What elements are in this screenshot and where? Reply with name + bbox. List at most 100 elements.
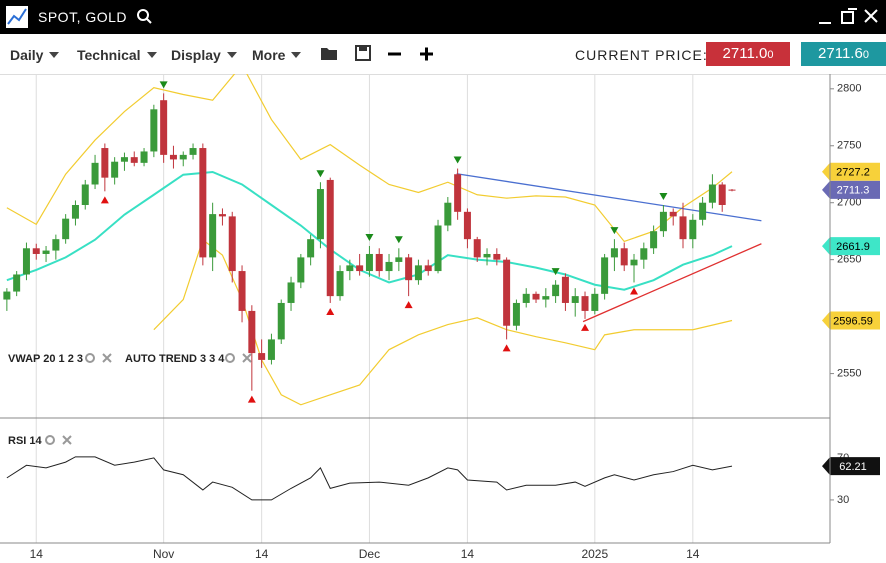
indicator-label[interactable]: VWAP 20 1 2 3: [8, 353, 83, 365]
value-box: [822, 237, 880, 256]
y-tick-label: 30: [837, 494, 849, 506]
candle-body: [218, 214, 226, 217]
settings-icon[interactable]: [225, 353, 235, 363]
candle-body: [140, 151, 148, 163]
y-tick-label: 2650: [837, 254, 861, 266]
candle-body: [561, 276, 569, 303]
menu[interactable]: Display: [171, 47, 237, 63]
candle-body: [22, 248, 30, 275]
x-tick-label: 14: [30, 547, 44, 561]
fractal-high: [394, 236, 403, 244]
fractal-high: [659, 192, 668, 200]
value-box-label: 2661.9: [836, 241, 870, 253]
menu[interactable]: Daily: [10, 47, 59, 63]
candle-body: [375, 253, 383, 272]
fractal-high: [159, 81, 168, 89]
bid-price[interactable]: 2711.00: [706, 42, 790, 66]
menu[interactable]: Technical: [77, 47, 157, 63]
candle-body: [454, 174, 462, 212]
value-box: [822, 311, 880, 330]
indicator-label[interactable]: RSI 14: [8, 435, 43, 447]
candle-body: [267, 339, 275, 360]
candle-body: [414, 265, 422, 281]
candle-body: [689, 219, 697, 240]
candle-body: [228, 216, 236, 272]
app-icon[interactable]: [6, 6, 28, 28]
candle-body: [512, 302, 520, 326]
fractal-low: [404, 301, 413, 309]
candle-body: [552, 284, 560, 297]
ask-price[interactable]: 2711.60: [801, 42, 886, 66]
candle-body: [718, 184, 726, 205]
settings-icon[interactable]: [85, 353, 95, 363]
y-tick-label: 2800: [837, 83, 861, 95]
candle-body: [601, 257, 609, 294]
fractal-high: [316, 170, 325, 178]
value-box: [822, 162, 880, 181]
value-box-label: 2727.2: [836, 167, 870, 179]
app-icon-line: [7, 8, 27, 25]
candle-body: [405, 257, 413, 281]
candle-body: [238, 271, 246, 311]
x-tick-label: Dec: [359, 547, 380, 561]
candle-body: [395, 257, 403, 262]
indicator-label[interactable]: AUTO TREND 3 3 4: [125, 353, 225, 365]
candle-body: [630, 259, 638, 266]
settings-icon[interactable]: [45, 435, 55, 445]
x-tick-label: 14: [255, 547, 269, 561]
candle-body: [640, 248, 648, 260]
search-handle: [146, 18, 152, 24]
candle-body: [424, 265, 432, 272]
candle-body: [493, 253, 501, 260]
remove-icon[interactable]: [62, 435, 72, 445]
candle-body: [346, 265, 354, 272]
rsi-line: [6, 456, 733, 501]
candle-body: [650, 231, 658, 249]
tool-icons: [321, 45, 433, 61]
fractal-high: [610, 227, 619, 235]
candle-body: [385, 261, 393, 272]
remove-icon[interactable]: [242, 353, 252, 363]
toolbar: Daily Technical Display More CURRENT PRI…: [0, 34, 886, 75]
open-icon[interactable]: [321, 48, 337, 60]
candle-body: [522, 293, 530, 303]
bid-pip: 0: [767, 49, 774, 61]
candle-body: [336, 271, 344, 297]
fractal-high: [453, 156, 462, 164]
value-box-label: 62.21: [839, 461, 867, 473]
indicator-line: [153, 238, 733, 406]
save-icon-top: [359, 46, 367, 51]
fractal-high: [551, 268, 560, 276]
trend-line: [582, 243, 762, 323]
fractal-low: [630, 287, 639, 295]
symbol[interactable]: SPOT, GOLD: [38, 9, 128, 25]
candle-body: [42, 250, 50, 254]
menu[interactable]: More: [252, 47, 301, 63]
candle-body: [473, 239, 481, 258]
indicator-line: [6, 170, 733, 291]
popout-icon[interactable]: [841, 11, 854, 24]
trend-line: [456, 173, 762, 222]
ask-main: 2711.6: [818, 45, 863, 62]
x-tick-label: 14: [461, 547, 475, 561]
fractal-high: [365, 234, 374, 241]
candle-body: [179, 154, 187, 160]
remove-icon[interactable]: [102, 353, 112, 363]
candle-body: [3, 291, 11, 300]
candle-body: [307, 239, 315, 258]
candle-body: [297, 257, 305, 283]
candle-body: [503, 259, 511, 326]
value-box-label: 2596.59: [833, 315, 873, 327]
candle-body: [32, 248, 40, 254]
candle-body: [169, 154, 177, 160]
search-icon[interactable]: [137, 9, 149, 21]
candle-body: [483, 253, 491, 258]
candle-body: [669, 211, 677, 217]
candle-body: [699, 202, 707, 220]
x-tick-label: Nov: [153, 547, 174, 561]
chart: 14Nov14Dec142025142550265027002750280070…: [0, 74, 880, 561]
candle-body: [444, 202, 452, 226]
ask-pip: 0: [862, 49, 869, 61]
indicator-line: [6, 74, 733, 243]
